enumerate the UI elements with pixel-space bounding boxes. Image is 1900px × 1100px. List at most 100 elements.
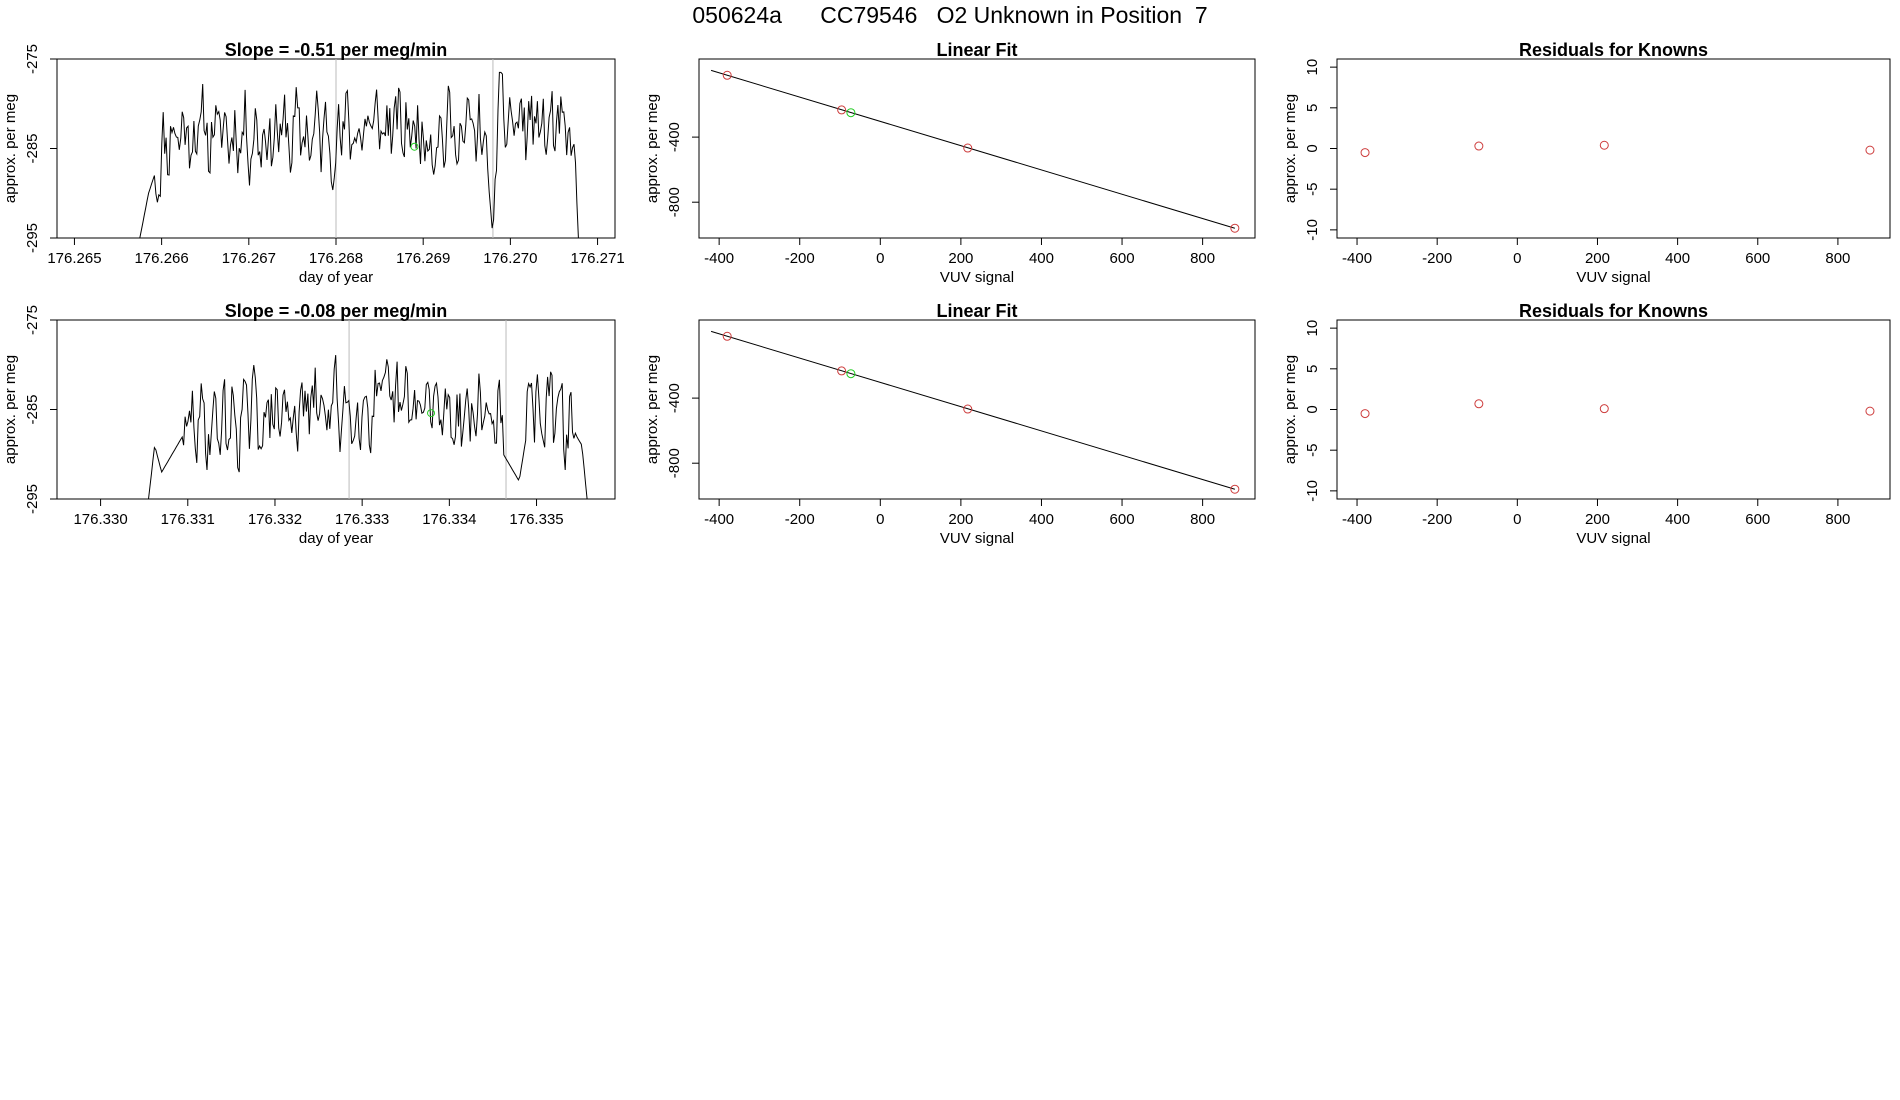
y-tick-label: 5: [1304, 365, 1321, 373]
x-tick-label: 176.333: [335, 511, 389, 528]
x-tick-label: 400: [1029, 511, 1054, 528]
x-tick-label: 176.269: [396, 250, 450, 267]
x-axis-label: VUV signal: [940, 269, 1014, 286]
known-point: [722, 70, 732, 80]
y-axis-label: approx. per meg: [1282, 355, 1299, 464]
x-tick-label: 800: [1825, 511, 1850, 528]
known-point: [1865, 406, 1875, 416]
panel-3: Residuals for Knowns -400 -200 0 200 400 600 80…: [1282, 40, 1891, 286]
unknown-point: [846, 108, 856, 118]
y-tick-label: 10: [1304, 320, 1321, 337]
x-tick-label: 800: [1190, 511, 1215, 528]
y-axis-label: approx. per meg: [1282, 94, 1299, 203]
unknown-point: [427, 409, 436, 418]
y-tick-label: 0: [1304, 405, 1321, 413]
plot-area: [139, 59, 579, 238]
x-tick-label: 176.330: [73, 511, 127, 528]
plot-frame: [1336, 319, 1891, 500]
known-point: [837, 105, 847, 115]
plot-frame: [1336, 58, 1891, 239]
y-axis-label: approx. per meg: [644, 355, 661, 464]
unknown-point: [410, 142, 419, 151]
x-tick-label: 400: [1665, 511, 1690, 528]
x-tick-label: 0: [876, 250, 884, 267]
y-tick-label: -5: [1304, 444, 1321, 457]
x-tick-label: 176.265: [47, 250, 101, 267]
y-tick-label: -295: [24, 484, 41, 514]
y-tick-label: -800: [666, 187, 683, 217]
y-tick-label: -285: [24, 133, 41, 163]
series-line: [148, 355, 588, 499]
panel-6: Residuals for Knowns -400 -200 0 200 400 600 80…: [1282, 301, 1891, 547]
known-point: [1599, 404, 1609, 414]
x-tick-label: -400: [704, 511, 734, 528]
plot-area: [1360, 399, 1875, 419]
series-line: [139, 71, 579, 238]
known-point: [1865, 145, 1875, 155]
known-point: [1599, 140, 1609, 150]
x-tick-label: -200: [1422, 511, 1452, 528]
y-axis-label: approx. per meg: [644, 94, 661, 203]
x-axis-label: VUV signal: [1576, 530, 1650, 547]
x-tick-label: 176.266: [135, 250, 189, 267]
fit-line: [710, 330, 1235, 490]
known-point: [1474, 141, 1484, 151]
known-point: [837, 366, 847, 376]
x-tick-label: 800: [1825, 250, 1850, 267]
y-tick-label: -10: [1304, 219, 1321, 241]
y-tick-label: -295: [24, 223, 41, 253]
x-tick-label: 600: [1110, 250, 1135, 267]
plot-frame: [56, 319, 616, 500]
x-tick-label: -400: [704, 250, 734, 267]
panel-2: Linear Fit -400 -200 0 200 400 600 800 -400 -800 V…: [644, 40, 1256, 286]
x-tick-label: 200: [1585, 250, 1610, 267]
y-tick-label: -275: [24, 44, 41, 74]
x-tick-label: 0: [1513, 250, 1521, 267]
unknown-point: [846, 369, 856, 379]
y-tick-label: -275: [24, 305, 41, 335]
x-tick-label: 0: [876, 511, 884, 528]
x-tick-label: 176.270: [483, 250, 537, 267]
plot-area: [710, 69, 1240, 233]
y-tick-label: 0: [1304, 144, 1321, 152]
panel-5: Linear Fit -400 -200 0 200 400 600 800 -400 -800 V…: [644, 301, 1256, 547]
x-tick-label: 176.267: [222, 250, 276, 267]
x-axis-label: VUV signal: [1576, 269, 1650, 286]
x-tick-label: 176.271: [570, 250, 624, 267]
y-tick-label: -800: [666, 448, 683, 478]
panel-title: Residuals for Knowns: [1519, 301, 1708, 321]
y-tick-label: -10: [1304, 480, 1321, 502]
known-point: [963, 404, 973, 414]
y-axis-label: approx. per meg: [2, 355, 19, 464]
y-tick-label: -5: [1304, 183, 1321, 196]
x-tick-label: 176.334: [422, 511, 476, 528]
y-tick-label: 5: [1304, 104, 1321, 112]
x-tick-label: 200: [948, 511, 973, 528]
x-tick-label: 176.335: [509, 511, 563, 528]
plot-frame: [698, 58, 1256, 239]
x-tick-label: 176.332: [248, 511, 302, 528]
known-point: [1360, 409, 1370, 419]
x-tick-label: 400: [1029, 250, 1054, 267]
x-tick-label: -200: [785, 511, 815, 528]
panel-title: Linear Fit: [936, 301, 1017, 321]
x-tick-label: 400: [1665, 250, 1690, 267]
x-tick-label: 800: [1190, 250, 1215, 267]
panel-title: Slope = -0.51 per meg/min: [225, 40, 448, 60]
x-tick-label: 600: [1745, 511, 1770, 528]
known-point: [722, 331, 732, 341]
panel-1: Slope = -0.51 per meg/min 176.265 176.266 1…: [2, 40, 625, 286]
y-tick-label: -400: [666, 383, 683, 413]
y-axis-label: approx. per meg: [2, 94, 19, 203]
x-tick-label: -400: [1342, 250, 1372, 267]
y-tick-label: -400: [666, 122, 683, 152]
x-tick-label: 0: [1513, 511, 1521, 528]
x-axis-label: day of year: [299, 269, 373, 286]
plot-frame: [698, 319, 1256, 500]
x-tick-label: 600: [1110, 511, 1135, 528]
panel-title: Linear Fit: [936, 40, 1017, 60]
x-axis-label: day of year: [299, 530, 373, 547]
plot-area: [710, 330, 1240, 494]
fit-line: [710, 69, 1235, 229]
known-point: [1230, 223, 1240, 233]
